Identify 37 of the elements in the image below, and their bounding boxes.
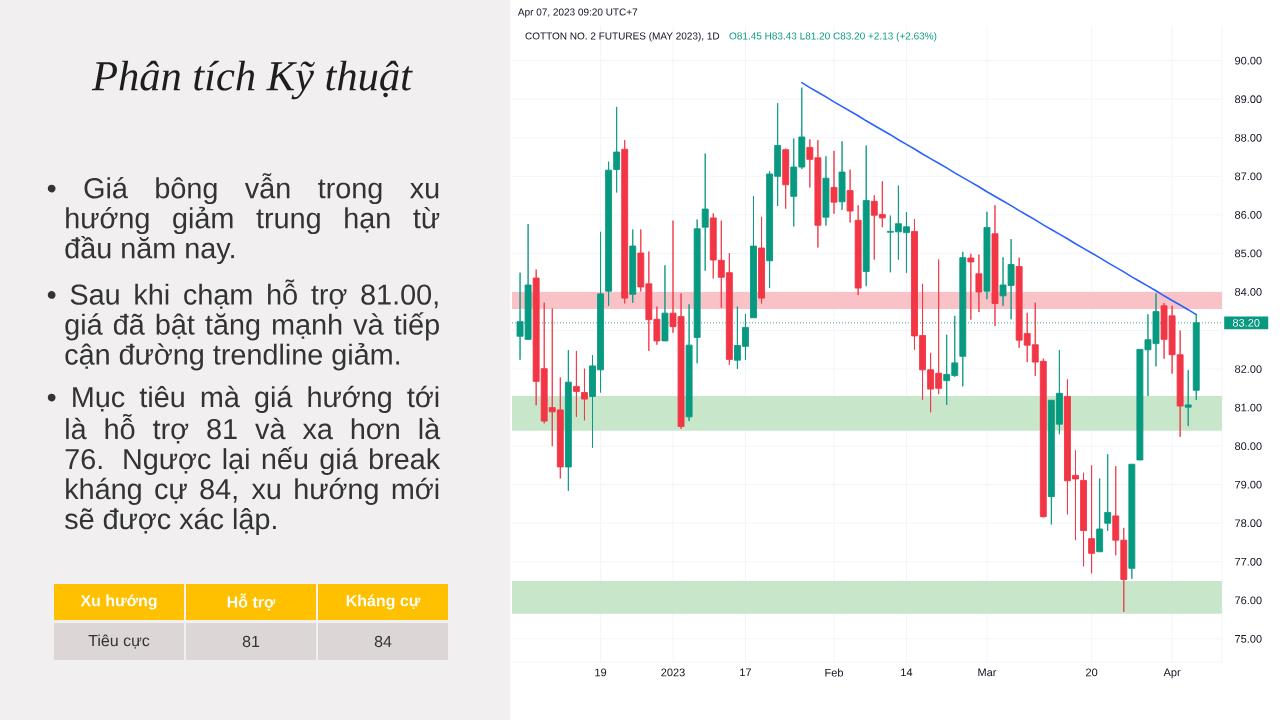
y-tick-label: 85.00 (1235, 249, 1262, 258)
x-tick-label: Mar (978, 668, 997, 677)
y-tick-label: 75.00 (1235, 634, 1262, 643)
y-tick-label: 87.00 (1235, 172, 1262, 181)
x-tick-label: Feb (825, 668, 844, 677)
y-tick-label: 77.00 (1235, 557, 1262, 566)
x-tick-label: Apr (1163, 668, 1181, 679)
y-tick-label: 81.00 (1235, 403, 1262, 412)
text: Tiêu cực (88, 634, 150, 649)
ref-line-label: 83.20 (1232, 318, 1260, 327)
y-tick-label: 88.00 (1235, 133, 1262, 142)
y-tick-label: 86.00 (1235, 210, 1262, 219)
y-tick-label: 82.00 (1235, 365, 1262, 373)
text: • Sau khi chạm hỗ trợ 81.00, giá đã bật tăng mạnh và tiếp cận đường trendline giảm. (47, 279, 439, 371)
y-tick-label: 84.00 (1235, 288, 1262, 296)
x-tick-label: 20 (1086, 668, 1098, 677)
text: 84 (374, 635, 392, 648)
text: Phân tích Kỹ thuật (91, 60, 413, 100)
x-tick-label: 14 (901, 668, 913, 677)
text: 81 (242, 635, 260, 648)
x-tick-label: 17 (740, 668, 752, 677)
text: Hỗ trợ (227, 593, 276, 611)
text: Xu hướng (80, 594, 157, 610)
y-tick-label: 78.00 (1235, 519, 1262, 528)
text: • Mục tiêu mà giá hướng tới là hỗ trợ 81 và xa hơn là 76. Ngược lại nếu giá break kháng cự 84, xu hướng mới sẽ được xác lập. (47, 385, 441, 535)
y-tick-label: 90.00 (1235, 56, 1262, 65)
text: • Giá bông vẫn trong xu hướng giảm trung hạn từ đầu năm nay. (47, 173, 440, 265)
y-tick-label: 79.00 (1235, 480, 1262, 489)
x-tick-label: 2023 (661, 668, 685, 677)
x-tick-label: 19 (595, 668, 607, 677)
y-tick-label: 80.00 (1235, 442, 1262, 451)
y-tick-label: 76.00 (1235, 596, 1262, 605)
text: COTTON NO. 2 FUTURES (MAY 2023), 1D (525, 32, 720, 42)
text: Apr 07, 2023 09:20 UTC+7 (517, 8, 638, 18)
text: Kháng cự (346, 594, 421, 610)
y-tick-label: 89.00 (1235, 95, 1262, 104)
text: O81.45 H83.43 L81.20 C83.20 +2.13 (+2.63%) (729, 32, 937, 42)
